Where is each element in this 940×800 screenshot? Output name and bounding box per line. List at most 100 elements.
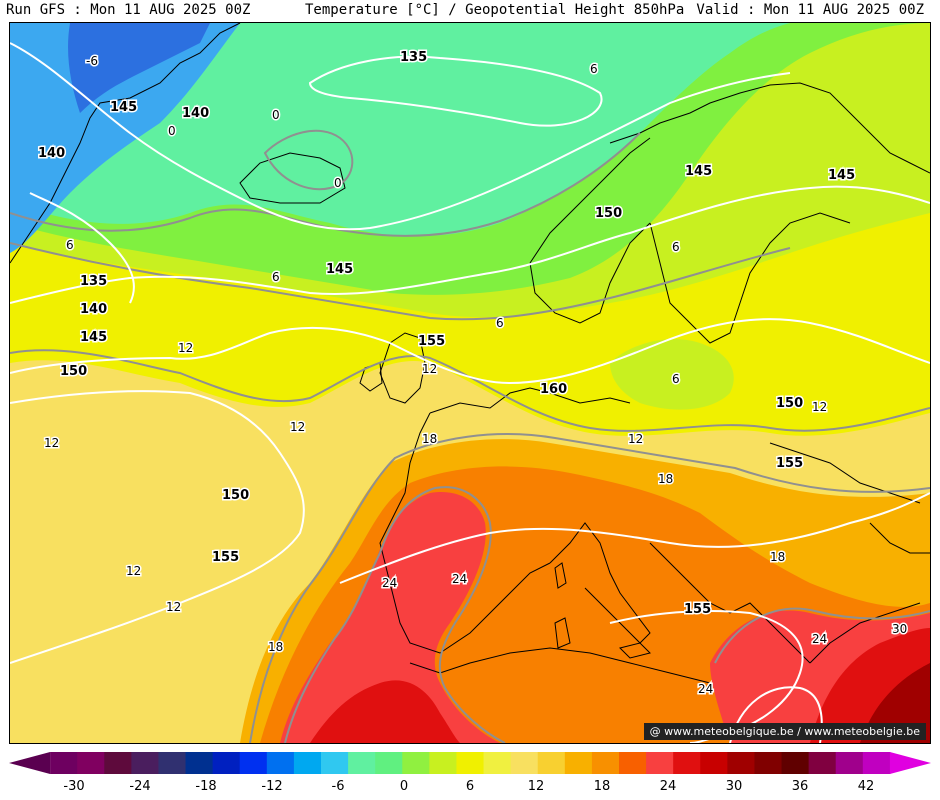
temp-label: 0: [168, 124, 176, 138]
temp-label: 6: [66, 238, 74, 252]
temp-label: 12: [290, 420, 305, 434]
temp-label: 0: [272, 108, 280, 122]
color-scale-bar: [9, 752, 931, 774]
color-scale-swatch: [266, 752, 295, 774]
height-label: 145: [326, 262, 353, 277]
color-scale-swatch: [754, 752, 783, 774]
height-label: 140: [182, 106, 209, 121]
height-label: 150: [595, 206, 622, 221]
temp-label: 0: [334, 176, 342, 190]
height-contours: [10, 42, 930, 743]
color-scale-swatch: [673, 752, 701, 774]
color-scale-swatch: [808, 752, 837, 774]
color-scale-swatch: [700, 752, 728, 774]
color-scale-tick-label: 0: [399, 779, 409, 794]
color-scale-swatch: [77, 752, 105, 774]
color-scale-swatch: [456, 752, 485, 774]
temp-label: 18: [770, 550, 785, 564]
temp-label: 12: [178, 341, 193, 355]
watermark: @ www.meteobelgique.be / www.meteobelgie…: [643, 723, 926, 740]
color-scale-swatch: [591, 752, 620, 774]
temp-label: -6: [86, 54, 98, 68]
height-label: 145: [685, 164, 712, 179]
color-scale-swatch: [619, 752, 647, 774]
color-scale-swatch: [321, 752, 349, 774]
color-scale-swatch: [889, 752, 931, 774]
color-scale-swatch: [564, 752, 593, 774]
temp-label: 18: [422, 432, 437, 446]
color-scale-swatch: [212, 752, 241, 774]
color-scale-swatch: [375, 752, 403, 774]
temp-label: 12: [422, 362, 437, 376]
color-scale-tick-label: -12: [261, 779, 283, 794]
temp-field-24: [280, 492, 930, 743]
temp-label: 24: [382, 576, 397, 590]
color-scale-swatch: [646, 752, 674, 774]
color-scale-swatch: [158, 752, 187, 774]
color-scale-tick-label: -18: [195, 779, 217, 794]
temp-label: 30: [892, 622, 907, 636]
temp-label: 12: [44, 436, 59, 450]
temp-label: 18: [658, 472, 673, 486]
color-scale-swatch: [293, 752, 322, 774]
height-label: 145: [110, 100, 137, 115]
coastlines: [10, 23, 930, 684]
height-label: 155: [776, 456, 803, 471]
color-scale-tick-label: 36: [791, 779, 809, 794]
weather-map: 135 145 140 140 145 150 145 145 135 140 …: [9, 22, 931, 744]
color-scale-swatch: [727, 752, 756, 774]
color-scale-swatch: [104, 752, 132, 774]
color-scale-tick-label: 18: [593, 779, 611, 794]
temp-label: 6: [672, 372, 680, 386]
color-scale-swatch: [348, 752, 376, 774]
height-label: 150: [60, 364, 87, 379]
temp-field-minus6: [68, 23, 210, 113]
map-canvas: 135 145 140 140 145 150 145 145 135 140 …: [10, 23, 930, 743]
color-scale-tick-label: 12: [527, 779, 545, 794]
height-label: 135: [400, 50, 427, 65]
color-scale-swatch: [185, 752, 214, 774]
color-scale-swatch: [131, 752, 160, 774]
temp-label: 6: [672, 240, 680, 254]
height-label: 150: [776, 396, 803, 411]
color-scale-tick-label: -30: [63, 779, 85, 794]
height-label: 160: [540, 382, 567, 397]
color-scale-swatch: [862, 752, 891, 774]
temp-field-scandinavia-9: [610, 339, 734, 410]
height-label: 150: [222, 488, 249, 503]
height-label: 155: [212, 550, 239, 565]
color-scale-swatch: [402, 752, 430, 774]
height-label: 140: [38, 146, 65, 161]
temp-label: 6: [272, 270, 280, 284]
temp-field-minus3: [10, 23, 240, 253]
color-scale-tick-label: 6: [465, 779, 475, 794]
color-scale-swatch: [537, 752, 566, 774]
temp-label: 12: [628, 432, 643, 446]
temp-label: 12: [126, 564, 141, 578]
color-scale-swatch: [483, 752, 512, 774]
temp-label: 12: [812, 400, 827, 414]
height-label: 155: [418, 334, 445, 349]
temp-label: 6: [496, 316, 504, 330]
color-scale-tick-label: 24: [659, 779, 677, 794]
temp-label: 24: [452, 572, 467, 586]
height-label: 155: [684, 602, 711, 617]
height-label: 145: [828, 168, 855, 183]
height-label: 145: [80, 330, 107, 345]
color-scale-tick-label: 30: [725, 779, 743, 794]
color-scale-tick-label: -24: [129, 779, 151, 794]
height-label: 140: [80, 302, 107, 317]
temp-label: 24: [698, 682, 713, 696]
color-scale-swatch: [781, 752, 810, 774]
temp-label: 18: [268, 640, 283, 654]
color-scale-tick-label: -6: [331, 779, 345, 794]
temp-label: 12: [166, 600, 181, 614]
color-scale-swatch: [835, 752, 864, 774]
chart-title: Temperature [°C] / Geopotential Height 8…: [305, 2, 685, 18]
color-scale-tick-label: 42: [857, 779, 875, 794]
temp-field-0: [10, 23, 790, 237]
color-scale-swatch: [510, 752, 539, 774]
color-scale-swatch: [429, 752, 458, 774]
height-label: 135: [80, 274, 107, 289]
temp-label: 24: [812, 632, 827, 646]
